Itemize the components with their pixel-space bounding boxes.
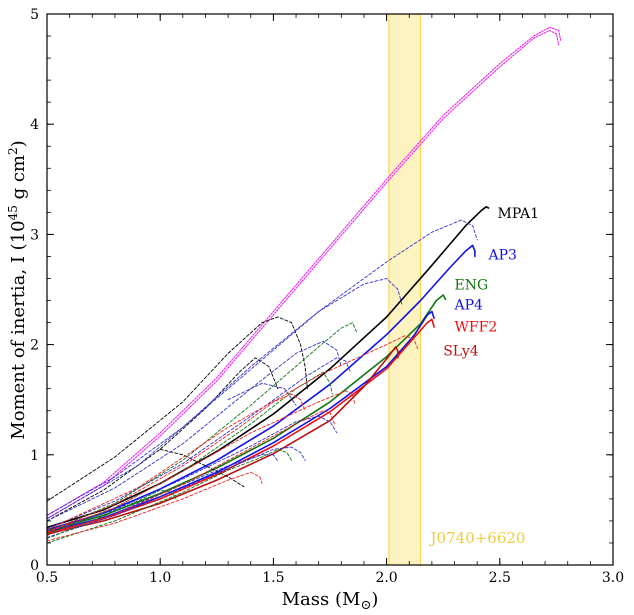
y-tick-label: 5 bbox=[30, 7, 39, 23]
x-tick-label: 2.0 bbox=[375, 570, 397, 586]
series-line-16 bbox=[47, 446, 306, 538]
series-line-22 bbox=[47, 489, 177, 540]
curve-label-wff2: WFF2 bbox=[455, 319, 498, 335]
y-axis-title-exponent: 45 bbox=[6, 205, 20, 220]
x-axis-title: Mass (M⊙) bbox=[282, 589, 379, 613]
x-axis-title-close: ) bbox=[371, 589, 378, 610]
series-line-23 bbox=[47, 390, 356, 533]
series-line-sly4 bbox=[47, 346, 399, 535]
curve-label-mpa1: MPA1 bbox=[498, 206, 540, 222]
series-line-10 bbox=[159, 448, 245, 488]
label-layer: MPA1 AP3 ENG AP4 WFF2 SLy4 J0740+6620 bbox=[429, 206, 539, 547]
series-line-6 bbox=[47, 26, 562, 516]
series-line-25 bbox=[47, 335, 419, 531]
series-line-12 bbox=[47, 219, 478, 520]
x-tick-label: 1.0 bbox=[149, 570, 171, 586]
y-tick-label: 2 bbox=[30, 338, 39, 354]
series-line-26 bbox=[47, 393, 306, 533]
y-tick-label: 0 bbox=[30, 558, 39, 574]
series-line-ap4 bbox=[47, 310, 435, 533]
plot-frame bbox=[46, 13, 614, 566]
j0740-band bbox=[388, 14, 422, 565]
band-layer bbox=[388, 14, 422, 565]
series-line-7 bbox=[47, 29, 560, 520]
curve-label-ap4: AP4 bbox=[454, 297, 484, 313]
x-tick-label: 3.0 bbox=[602, 570, 624, 586]
series-line-20 bbox=[47, 322, 358, 533]
series-line-13 bbox=[47, 340, 342, 522]
series-layer bbox=[47, 26, 562, 544]
series-line-15 bbox=[47, 415, 338, 533]
y-axis-title: Moment of inertia, I (1045 g cm2) bbox=[6, 140, 29, 439]
series-line-27 bbox=[47, 471, 263, 542]
y-axis-title-main: Moment of inertia, I (10 bbox=[8, 220, 29, 439]
y-tick-label: 3 bbox=[30, 227, 39, 243]
y-axis-title-close: ) bbox=[8, 140, 29, 147]
y-tick-label: 4 bbox=[30, 117, 39, 133]
series-line-eng bbox=[47, 294, 447, 532]
series-line-9 bbox=[47, 357, 279, 522]
band-label: J0740+6620 bbox=[429, 529, 526, 547]
x-tick-label: 0.5 bbox=[36, 570, 58, 586]
series-line-24 bbox=[47, 410, 335, 536]
x-axis-title-main: Mass (M bbox=[282, 589, 361, 610]
series-line-21 bbox=[47, 448, 292, 544]
x-tick-label: 1.5 bbox=[262, 570, 284, 586]
tick-layer: 0.5 1.0 1.5 2.0 2.5 3.0 0 1 2 3 4 5 bbox=[30, 7, 624, 586]
curve-label-ap3: AP3 bbox=[487, 248, 516, 264]
y-tick-label: 1 bbox=[30, 448, 39, 464]
y-axis-title-unit: g cm bbox=[8, 155, 29, 205]
curve-label-sly4: SLy4 bbox=[443, 344, 479, 360]
series-line-17 bbox=[47, 454, 279, 536]
series-line-wff2 bbox=[47, 318, 435, 534]
x-tick-label: 2.5 bbox=[489, 570, 511, 586]
series-line-18 bbox=[227, 382, 297, 406]
series-line-14 bbox=[47, 357, 351, 530]
y-axis-title-exponent-2: 2 bbox=[6, 147, 20, 155]
curve-label-eng: ENG bbox=[455, 278, 489, 294]
series-line-8 bbox=[47, 316, 308, 502]
x-axis-title-sun-symbol: ⊙ bbox=[360, 598, 371, 613]
series-line-mpa1 bbox=[47, 206, 490, 529]
